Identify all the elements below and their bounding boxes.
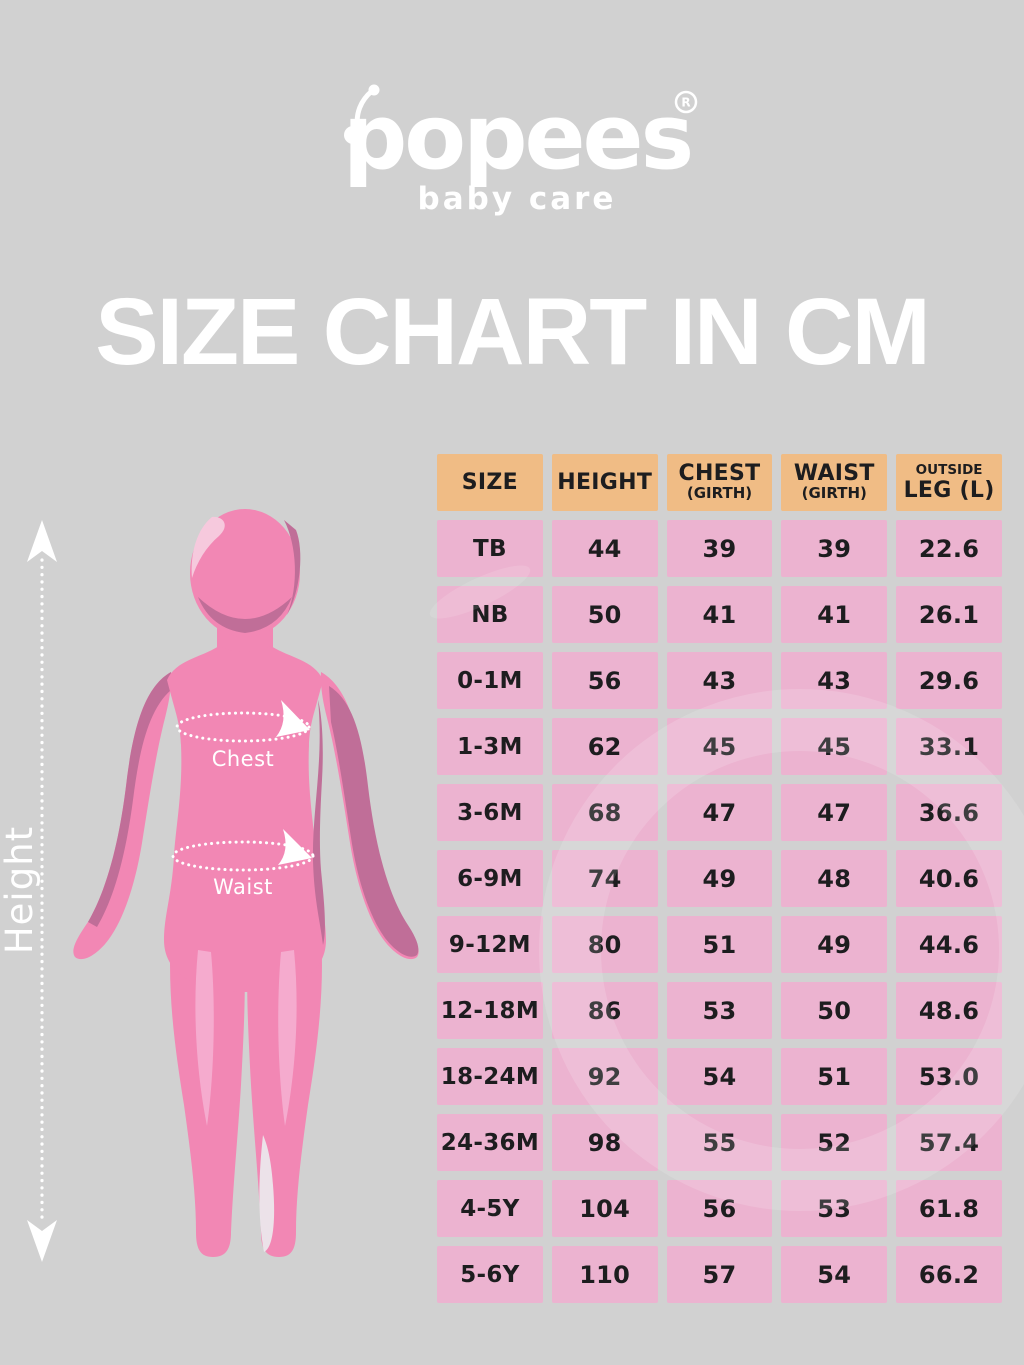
size-cell: 9-12M bbox=[437, 916, 543, 973]
registered-mark-circle bbox=[674, 90, 698, 114]
size-cell: 12-18M bbox=[437, 982, 543, 1039]
measure-cell: 29.6 bbox=[896, 652, 1002, 709]
chest-girth-ellipse bbox=[175, 700, 311, 743]
measure-cell: 49 bbox=[666, 850, 773, 907]
size-cell: 0-1M bbox=[437, 652, 543, 709]
brand-tagline: baby care bbox=[418, 181, 617, 217]
arrow-up-icon bbox=[27, 520, 57, 562]
height-arrow bbox=[27, 520, 57, 1262]
waist-arrow-icon bbox=[278, 829, 312, 865]
antenna-tip-dot bbox=[368, 84, 380, 96]
measure-cell: 66.2 bbox=[896, 1246, 1002, 1303]
measure-cell: 86 bbox=[551, 982, 658, 1039]
measure-cell: 39 bbox=[781, 520, 888, 577]
brand-logo: popees R baby care bbox=[343, 84, 698, 217]
size-cell: 24-36M bbox=[437, 1114, 543, 1171]
size-cell: 1-3M bbox=[437, 718, 543, 775]
measure-cell: 44.6 bbox=[896, 916, 1002, 973]
measure-cell: 55 bbox=[666, 1114, 773, 1171]
measure-cell: 39 bbox=[666, 520, 773, 577]
header-cell-height: HEIGHT bbox=[551, 454, 658, 511]
header-suplabel: OUTSIDE bbox=[915, 462, 983, 479]
measure-cell: 92 bbox=[551, 1048, 658, 1105]
measure-cell: 61.8 bbox=[896, 1180, 1002, 1237]
measure-cell: 50 bbox=[551, 586, 658, 643]
size-cell: NB bbox=[437, 586, 543, 643]
measure-cell: 47 bbox=[666, 784, 773, 841]
measure-cell: 53 bbox=[666, 982, 773, 1039]
baby-mannequin-illustration: Height bbox=[0, 509, 419, 1262]
measure-cell: 48.6 bbox=[896, 982, 1002, 1039]
measure-cell: 47 bbox=[781, 784, 888, 841]
header-sublabel: (GIRTH) bbox=[801, 484, 867, 503]
measure-cell: 104 bbox=[551, 1180, 658, 1237]
measure-cell: 43 bbox=[781, 652, 888, 709]
measure-cell: 53 bbox=[781, 1180, 888, 1237]
header-cell-size: SIZE bbox=[437, 454, 543, 511]
measure-cell: 33.1 bbox=[896, 718, 1002, 775]
measure-cell: 40.6 bbox=[896, 850, 1002, 907]
waist-girth-ellipse bbox=[171, 829, 315, 872]
measure-cell: 62 bbox=[551, 718, 658, 775]
measure-cell: 41 bbox=[666, 586, 773, 643]
size-cell: 18-24M bbox=[437, 1048, 543, 1105]
header-label: SIZE bbox=[461, 469, 518, 495]
measure-cell: 41 bbox=[781, 586, 888, 643]
size-table: SIZE HEIGHT CHEST (GIRTH) WAIST (GIRTH) … bbox=[437, 454, 1002, 1303]
measure-cell: 54 bbox=[781, 1246, 888, 1303]
page-title: SIZE CHART IN CM bbox=[95, 279, 931, 385]
header-cell-waist: WAIST (GIRTH) bbox=[781, 454, 888, 511]
height-label: Height bbox=[0, 826, 41, 954]
arrow-down-icon bbox=[27, 1220, 57, 1262]
measure-cell: 22.6 bbox=[896, 520, 1002, 577]
waist-label: Waist bbox=[213, 875, 273, 899]
baby-figure-body bbox=[73, 509, 419, 1257]
header-label: LEG (L) bbox=[903, 477, 995, 503]
header-sublabel: (GIRTH) bbox=[686, 484, 753, 503]
measure-cell: 56 bbox=[666, 1180, 773, 1237]
header-label: CHEST bbox=[678, 461, 761, 487]
measure-cell: 74 bbox=[551, 850, 658, 907]
measure-cell: 43 bbox=[666, 652, 773, 709]
size-cell: 3-6M bbox=[437, 784, 543, 841]
header-cell-chest: CHEST (GIRTH) bbox=[666, 454, 773, 511]
chest-label: Chest bbox=[212, 747, 275, 771]
measure-cell: 98 bbox=[551, 1114, 658, 1171]
measure-cell: 51 bbox=[666, 916, 773, 973]
header-label: WAIST bbox=[793, 461, 875, 487]
header-label: HEIGHT bbox=[557, 469, 653, 495]
brand-antenna-icon bbox=[354, 88, 375, 131]
measure-cell: 53.0 bbox=[896, 1048, 1002, 1105]
bug-body-dot bbox=[344, 126, 362, 144]
measure-cell: 80 bbox=[551, 916, 658, 973]
measure-cell: 45 bbox=[666, 718, 773, 775]
measure-cell: 52 bbox=[781, 1114, 888, 1171]
size-cell: 5-6Y bbox=[437, 1246, 543, 1303]
measure-cell: 51 bbox=[781, 1048, 888, 1105]
size-cell: 4-5Y bbox=[437, 1180, 543, 1237]
measure-cell: 57 bbox=[666, 1246, 773, 1303]
measure-cell: 56 bbox=[551, 652, 658, 709]
measure-cell: 50 bbox=[781, 982, 888, 1039]
measure-cell: 26.1 bbox=[896, 586, 1002, 643]
measure-cell: 54 bbox=[666, 1048, 773, 1105]
header-cell-outside-leg: OUTSIDE LEG (L) bbox=[896, 454, 1002, 511]
measure-cell: 57.4 bbox=[896, 1114, 1002, 1171]
registered-mark: R bbox=[681, 96, 690, 110]
brand-wordmark: popees bbox=[343, 85, 691, 190]
size-cell: 6-9M bbox=[437, 850, 543, 907]
measure-cell: 68 bbox=[551, 784, 658, 841]
size-cell: TB bbox=[437, 520, 543, 577]
measure-cell: 110 bbox=[551, 1246, 658, 1303]
measure-cell: 44 bbox=[551, 520, 658, 577]
measure-cell: 48 bbox=[781, 850, 888, 907]
measure-cell: 45 bbox=[781, 718, 888, 775]
chest-arrow-icon bbox=[276, 700, 310, 737]
measure-cell: 49 bbox=[781, 916, 888, 973]
measure-cell: 36.6 bbox=[896, 784, 1002, 841]
